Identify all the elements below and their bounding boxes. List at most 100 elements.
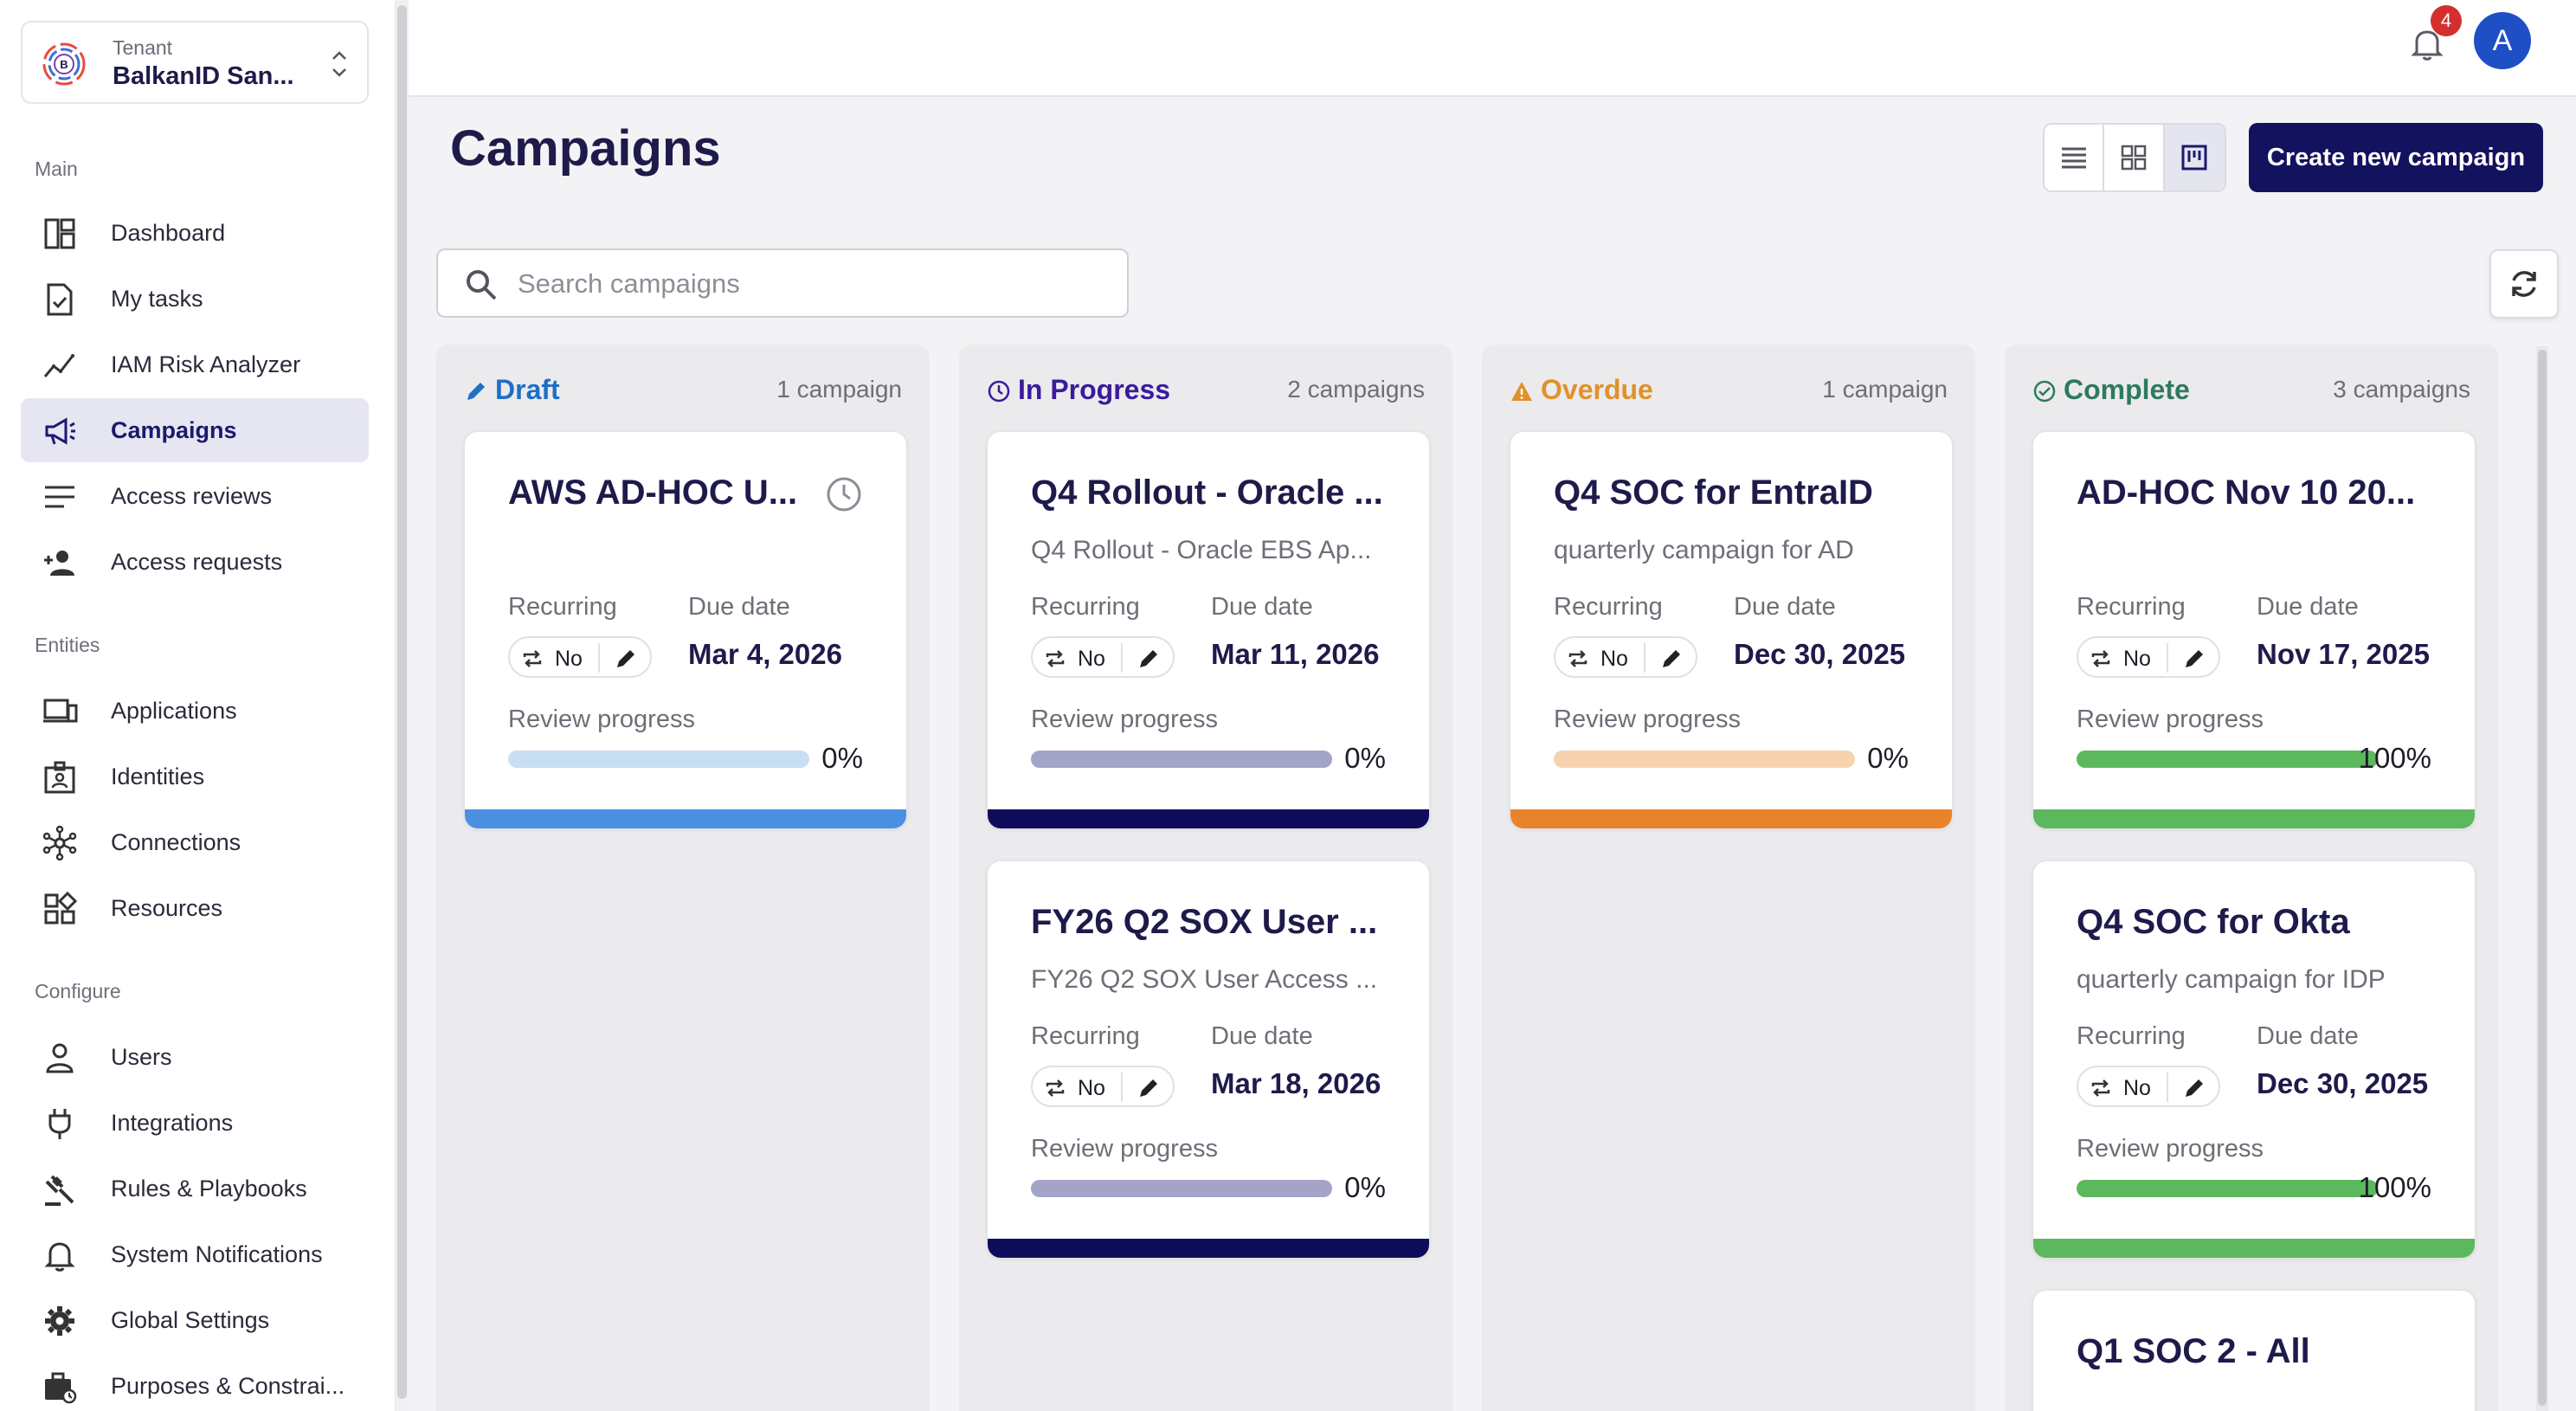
sidebar-item-label: Global Settings: [111, 1307, 270, 1333]
recurring-toggle[interactable]: No: [2077, 636, 2220, 678]
campaign-card[interactable]: AD-HOC Nov 10 20... Recurring Due date N…: [2032, 431, 2476, 829]
campaign-title: FY26 Q2 SOX User ...: [1031, 903, 1378, 941]
progress-fill: [2077, 751, 2378, 768]
create-campaign-button[interactable]: Create new campaign: [2249, 123, 2543, 192]
refresh-button[interactable]: [2489, 249, 2559, 319]
edit-icon[interactable]: [1137, 647, 1161, 671]
divider: [1121, 643, 1123, 673]
grid-view-icon: [2121, 145, 2147, 171]
campaign-card[interactable]: Q4 Rollout - Oracle ... Q4 Rollout - Ora…: [987, 431, 1430, 829]
column-title: Overdue: [1541, 374, 1653, 405]
sidebar-item-access-requests[interactable]: Access requests: [21, 530, 369, 594]
edit-icon[interactable]: [1659, 647, 1684, 671]
board-scrollbar[interactable]: [2536, 346, 2548, 1411]
sidebar-item-campaigns[interactable]: Campaigns: [21, 398, 369, 462]
column-count: 2 campaigns: [1287, 376, 1425, 403]
pencil-icon: [467, 383, 485, 400]
search-input[interactable]: [518, 261, 1106, 307]
recurring-toggle[interactable]: No: [2077, 1066, 2220, 1107]
refresh-icon: [2512, 271, 2536, 297]
sidebar-item-resources[interactable]: Resources: [21, 876, 369, 940]
recurring-label: Recurring: [2077, 593, 2186, 621]
sidebar-item-label: Users: [111, 1044, 172, 1070]
sidebar-scrollbar-thumb[interactable]: [397, 5, 407, 1399]
recurring-toggle[interactable]: No: [1031, 1066, 1175, 1107]
tenant-switcher[interactable]: B Tenant BalkanID San...: [21, 21, 369, 104]
recurring-toggle[interactable]: No: [1031, 636, 1175, 678]
warning-icon: [1511, 382, 1532, 401]
due-date-label: Due date: [2257, 1022, 2359, 1050]
campaign-title: AD-HOC Nov 10 20...: [2077, 474, 2416, 512]
sidebar-item-applications[interactable]: Applications: [21, 679, 369, 743]
view-mode-toggle: [2043, 123, 2226, 192]
campaign-card[interactable]: Q4 SOC for EntraID quarterly campaign fo…: [1510, 431, 1953, 829]
briefcase-icon: [45, 1372, 77, 1404]
campaign-title: Q4 Rollout - Oracle ...: [1031, 474, 1383, 512]
due-date-value: Mar 11, 2026: [1211, 638, 1380, 670]
sidebar-item-access-reviews[interactable]: Access reviews: [21, 464, 369, 528]
plug-icon: [48, 1109, 71, 1139]
sidebar-item-rules-playbooks[interactable]: Rules & Playbooks: [21, 1157, 369, 1221]
dashboard-icon: [44, 218, 75, 249]
section-main: Main: [35, 158, 78, 180]
check-circle-icon: [2033, 380, 2056, 403]
campaign-card[interactable]: AWS AD-HOC U... Recurring Due date No Ma…: [464, 431, 907, 829]
sidebar: B Tenant BalkanID San... Main Dashboard …: [0, 0, 395, 1411]
repeat-icon: [2091, 650, 2110, 667]
list-view-button[interactable]: [2045, 125, 2105, 190]
column-header: Overdue 1 campaign: [1510, 372, 1948, 407]
board-view-button[interactable]: [2164, 125, 2225, 190]
campaign-title: Q4 SOC for EntraID: [1554, 474, 1873, 512]
recurring-toggle[interactable]: No: [1554, 636, 1697, 678]
status-stripe: [2033, 809, 2475, 828]
edit-icon[interactable]: [1137, 1076, 1161, 1100]
sidebar-item-integrations[interactable]: Integrations: [21, 1091, 369, 1155]
progress-track: [2077, 1180, 2378, 1197]
column-title: Draft: [495, 374, 560, 405]
recurring-value: No: [1078, 647, 1105, 671]
progress-value: 0%: [1867, 742, 1909, 774]
recurring-toggle[interactable]: No: [508, 636, 652, 678]
campaign-description: FY26 Q2 SOX User Access ...: [1031, 965, 1378, 994]
hub-icon: [42, 825, 77, 861]
sidebar-item-label: Identities: [111, 763, 205, 789]
sidebar-item-dashboard[interactable]: Dashboard: [21, 201, 369, 265]
column-draft: Draft 1 campaign AWS AD-HOC U... Recurri…: [436, 345, 930, 1411]
repeat-icon: [1046, 650, 1065, 667]
repeat-icon: [1568, 650, 1587, 667]
due-date-label: Due date: [688, 593, 790, 621]
user-avatar[interactable]: A: [2474, 12, 2531, 69]
sidebar-item-users[interactable]: Users: [21, 1025, 369, 1089]
sidebar-item-system-notifications[interactable]: System Notifications: [21, 1222, 369, 1286]
column-header: In Progress 2 campaigns: [987, 372, 1425, 407]
edit-icon[interactable]: [2182, 647, 2206, 671]
progress-fill: [2077, 1180, 2378, 1197]
edit-icon[interactable]: [614, 647, 638, 671]
recurring-value: No: [555, 647, 583, 671]
board-scrollbar-thumb[interactable]: [2538, 350, 2547, 1406]
status-stripe: [2033, 1239, 2475, 1258]
sidebar-item-purposes-constraints[interactable]: Purposes & Constrai...: [21, 1354, 369, 1411]
sidebar-item-identities[interactable]: Identities: [21, 744, 369, 809]
sidebar-scrollbar[interactable]: [395, 0, 409, 1411]
recurring-value: No: [2123, 1076, 2151, 1100]
column-title: Complete: [2064, 374, 2190, 405]
review-progress-label: Review progress: [2077, 1135, 2264, 1163]
edit-icon[interactable]: [2182, 1076, 2206, 1100]
divider: [1121, 1073, 1123, 1102]
column-title: In Progress: [1018, 374, 1171, 405]
grid-view-button[interactable]: [2104, 125, 2165, 190]
sidebar-item-my-tasks[interactable]: My tasks: [21, 267, 369, 331]
megaphone-icon: [45, 417, 75, 445]
sidebar-item-global-settings[interactable]: Global Settings: [21, 1288, 369, 1352]
notifications-bell-icon[interactable]: [2406, 23, 2448, 64]
sidebar-item-label: Access requests: [111, 549, 283, 575]
recurring-value: No: [1600, 647, 1628, 671]
sidebar-item-connections[interactable]: Connections: [21, 810, 369, 874]
sidebar-item-iam-risk-analyzer[interactable]: IAM Risk Analyzer: [21, 332, 369, 396]
task-icon: [47, 283, 73, 316]
campaign-card[interactable]: Q1 SOC 2 - All: [2032, 1290, 2476, 1411]
campaign-card[interactable]: Q4 SOC for Okta quarterly campaign for I…: [2032, 860, 2476, 1259]
repeat-icon: [2091, 1079, 2110, 1097]
campaign-card[interactable]: FY26 Q2 SOX User ... FY26 Q2 SOX User Ac…: [987, 860, 1430, 1259]
